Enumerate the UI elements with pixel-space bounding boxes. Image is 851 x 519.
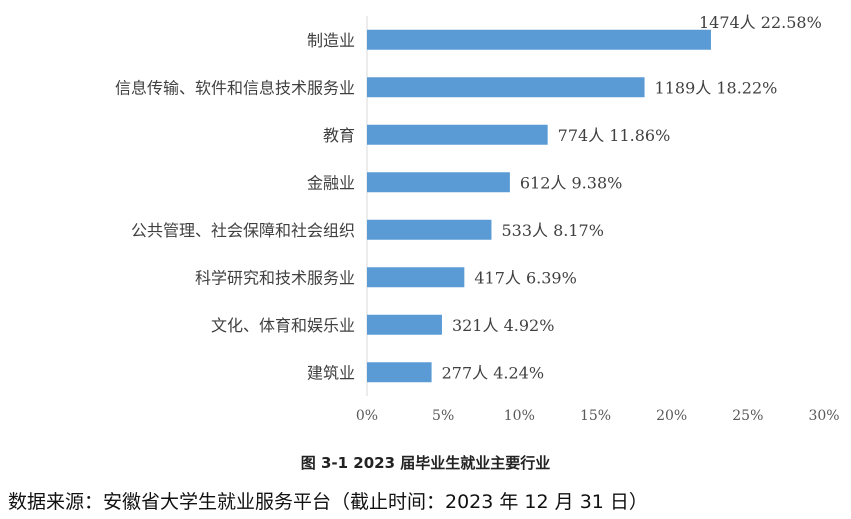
x-tick-labels-group: 0% 5% 10% 15% 20% 25% 30% (356, 408, 840, 424)
data-label: 417人 6.39% (474, 268, 576, 287)
bar (367, 77, 645, 98)
bar (367, 219, 492, 240)
category-label: 科学研究和技术服务业 (195, 268, 355, 287)
x-tick-label: 0% (356, 408, 378, 424)
figure-caption: 图 3-1 2023 届毕业生就业主要行业 (300, 454, 551, 472)
data-label: 321人 4.92% (452, 316, 554, 335)
x-tick-label: 30% (808, 408, 839, 424)
x-tick-label: 10% (504, 408, 535, 424)
data-label: 1189人 18.22% (655, 78, 778, 97)
category-labels-group: 制造业信息传输、软件和信息技术服务业教育金融业公共管理、社会保障和社会组织科学研… (115, 31, 355, 383)
category-label: 文化、体育和娱乐业 (211, 316, 355, 335)
bar (367, 362, 432, 383)
bar (367, 29, 711, 50)
data-label: 277人 4.24% (442, 363, 544, 382)
bar (367, 172, 510, 193)
category-label: 教育 (323, 126, 355, 145)
category-label: 信息传输、软件和信息技术服务业 (115, 78, 355, 97)
bar (367, 314, 442, 335)
data-label: 1474人 22.58% (699, 13, 822, 32)
bar (367, 267, 465, 288)
category-label: 公共管理、社会保障和社会组织 (131, 221, 355, 240)
x-tick-label: 20% (656, 408, 687, 424)
category-label: 建筑业 (307, 363, 355, 382)
x-tick-label: 15% (580, 408, 611, 424)
data-label: 774人 11.86% (558, 126, 671, 145)
data-labels-group: 1474人 22.58% 1189人 18.22% 774人 11.86% 612人 … (442, 13, 822, 383)
bars-group (367, 29, 711, 383)
data-label: 612人 9.38% (520, 173, 622, 192)
x-tick-label: 5% (432, 408, 454, 424)
data-source-note: 数据来源：安徽省大学生就业服务平台（截止时间：2023 年 12 月 31 日） (8, 491, 648, 513)
category-label: 制造业 (307, 31, 355, 50)
data-label: 533人 8.17% (501, 221, 603, 240)
category-label: 金融业 (307, 173, 355, 192)
x-tick-label: 25% (732, 408, 763, 424)
bar-chart: 制造业信息传输、软件和信息技术服务业教育金融业公共管理、社会保障和社会组织科学研… (115, 13, 840, 424)
bar (367, 124, 548, 145)
